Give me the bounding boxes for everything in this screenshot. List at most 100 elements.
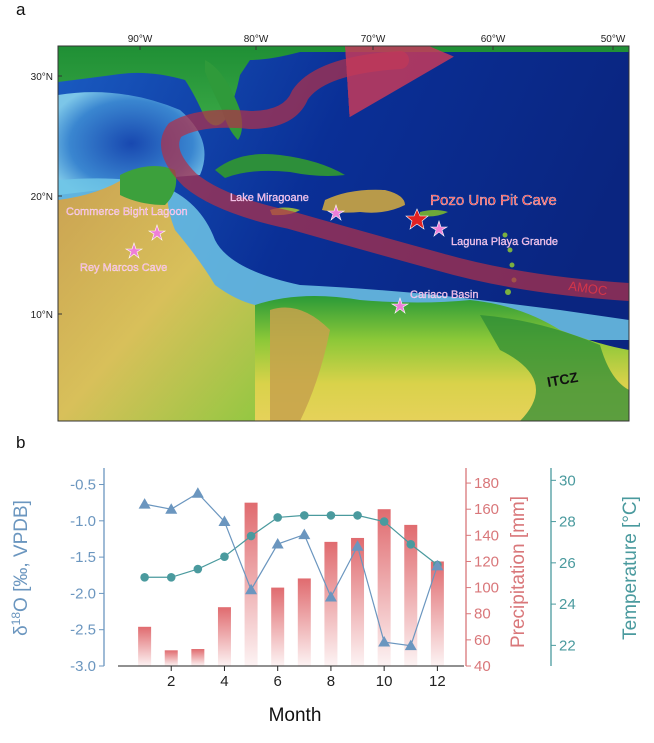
precip-tick-label: 160 <box>474 501 499 518</box>
cuba <box>215 154 345 178</box>
star-cariaco <box>390 297 410 314</box>
precip-bar-month-4 <box>217 607 231 666</box>
x-tick-label: 2 <box>167 673 175 690</box>
temp-point-month-9 <box>353 511 362 520</box>
guiana-forest <box>480 315 629 421</box>
lat-tick-30n: 30°N <box>31 72 53 83</box>
map-tick-marks <box>58 46 614 315</box>
yucatan <box>120 166 177 205</box>
precip-tick-label: 60 <box>474 632 491 649</box>
d18o-point-month-5 <box>245 583 258 595</box>
d18o-point-month-6 <box>271 538 284 549</box>
x-tick-label: 8 <box>327 673 335 690</box>
temp-point-month-1 <box>140 572 149 582</box>
amoc-arrow <box>161 46 629 301</box>
label-itcz: ITCZ <box>546 369 580 390</box>
label-rey: Rey Marcos Cave <box>80 262 167 274</box>
temp-axis-label: Temperature [°C] <box>620 496 641 640</box>
precip-bar-month-2 <box>164 650 178 666</box>
panel-b-label: b <box>16 433 26 452</box>
label-amoc: AMOC <box>568 278 609 298</box>
lat-tick-10n: 10°N <box>31 310 53 321</box>
precip-tick-label: 140 <box>474 527 499 544</box>
precip-bars <box>138 502 444 666</box>
chart-axes: 2 4 6 8 10 12-0.5-1.0-1.5-2.0-2.5-3.0 40608010… <box>70 468 576 690</box>
temp-tick-label: 26 <box>559 555 576 572</box>
monthly-climate-chart: 2 4 6 8 10 12-0.5-1.0-1.5-2.0-2.5-3.0 40608010… <box>9 468 641 726</box>
lon-tick-60w: 60°W <box>481 34 506 45</box>
d18o-point-month-7 <box>298 528 311 540</box>
series-lines <box>138 487 444 651</box>
north-america <box>58 46 629 126</box>
star-laguna <box>429 220 449 237</box>
d18o-point-month-3 <box>191 487 204 498</box>
d18o-tick-label: -0.5 <box>70 477 96 494</box>
precip-bar-month-10 <box>377 509 391 666</box>
precip-tick-label: 120 <box>474 553 499 570</box>
precip-axis-label: Precipitation [mm] <box>508 496 529 648</box>
temp-series-line <box>144 514 438 578</box>
x-axis-label: Month <box>269 705 322 726</box>
precip-bar-month-3 <box>191 649 205 666</box>
d18o-point-month-8 <box>324 591 337 602</box>
precip-tick-label: 40 <box>474 658 491 675</box>
label-laguna: Laguna Playa Grande <box>451 236 558 248</box>
precip-bar-month-12 <box>430 561 444 666</box>
site-labels: Commerce Bight Lagoon Rey Marcos Cave La… <box>66 192 558 301</box>
panel-a-label: a <box>16 0 26 19</box>
label-miragoane: Lake Miragoane <box>230 192 309 204</box>
d18o-point-month-2 <box>165 503 178 514</box>
temp-tick-label: 28 <box>559 514 576 531</box>
central-america <box>58 173 270 421</box>
d18o-tick-label: -2.5 <box>70 622 96 639</box>
x-tick-label: 4 <box>220 673 228 690</box>
star-miragoane <box>326 204 346 221</box>
d18o-point-month-4 <box>218 515 231 527</box>
d18o-label-sup: 18 <box>9 612 23 626</box>
temp-point-month-6 <box>273 513 282 522</box>
d18o-point-month-1 <box>138 498 151 509</box>
precip-bar-month-8 <box>324 541 338 666</box>
star-pozo <box>405 208 429 230</box>
d18o-label-main: δ <box>11 625 32 636</box>
x-tick-label: 10 <box>376 673 393 690</box>
precip-tick-label: 100 <box>474 580 499 597</box>
map-frame <box>57 45 630 422</box>
puerto-rico <box>420 210 448 217</box>
temp-point-month-10 <box>379 517 389 526</box>
chart-panel: 2 4 6 8 10 12 -0.5 -1.0 -1.5 -2.0 -2.5 -3.0 40 60 80 10… <box>0 430 654 738</box>
d18o-tick-label: -3.0 <box>70 658 96 675</box>
precip-tick-label: 80 <box>474 606 491 623</box>
x-tick-label: 12 <box>429 673 446 690</box>
label-cariaco: Cariaco Basin <box>410 289 478 301</box>
map-lon-ticks: 90°W 80°W 70°W 60°W 50°W <box>128 34 626 45</box>
d18o-axis-label: δ18O [‰, VPDB] <box>9 500 32 636</box>
caribbean-map: 90°W 80°W 70°W 60°W 50°W 30°N 20°N 10°N … <box>31 34 630 422</box>
d18o-point-month-10 <box>378 636 391 647</box>
lon-tick-50w: 50°W <box>601 34 626 45</box>
precip-bar-month-6 <box>271 587 285 666</box>
temp-point-month-7 <box>300 511 309 520</box>
d18o-tick-label: -1.0 <box>70 513 96 530</box>
d18o-label-rest: O [‰, VPDB] <box>11 500 32 612</box>
temp-tick-label: 22 <box>559 637 576 654</box>
x-tick-label: 6 <box>274 673 282 690</box>
d18o-tick-label: -2.0 <box>70 585 96 602</box>
d18o-point-month-12 <box>431 559 444 571</box>
label-commerce: Commerce Bight Lagoon <box>66 206 188 218</box>
d18o-point-month-11 <box>404 639 417 651</box>
lat-tick-20n: 20°N <box>31 192 53 203</box>
andes <box>270 307 330 421</box>
temp-tick-label: 24 <box>559 596 576 613</box>
lon-tick-80w: 80°W <box>244 34 269 45</box>
precip-bar-month-9 <box>351 537 365 666</box>
precip-bar-month-1 <box>138 626 152 666</box>
lon-tick-70w: 70°W <box>361 34 386 45</box>
label-pozo: Pozo Uno Pit Cave <box>430 192 557 209</box>
precip-tick-label: 180 <box>474 475 499 492</box>
star-rey <box>124 242 144 259</box>
map-lat-ticks: 30°N 20°N 10°N <box>31 72 53 321</box>
temp-point-month-11 <box>406 539 416 549</box>
temp-tick-label: 30 <box>559 472 576 489</box>
map-panel: 90°W 80°W 70°W 60°W 50°W 30°N 20°N 10°N … <box>31 34 630 422</box>
